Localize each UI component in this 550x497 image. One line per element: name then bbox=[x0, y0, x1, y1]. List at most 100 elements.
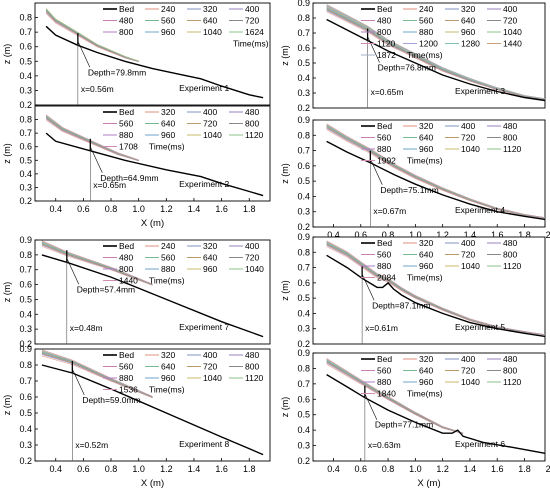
y-tick-label: 0.4 bbox=[297, 73, 310, 83]
x-tick-label: 0.4 bbox=[49, 464, 62, 474]
series-line-640ms bbox=[45, 10, 139, 62]
depth-pointer bbox=[66, 258, 80, 285]
legend-label-time: 880 bbox=[377, 261, 391, 271]
x-tick-label: 0.4 bbox=[327, 230, 340, 240]
y-tick-label: 0.3 bbox=[297, 88, 310, 98]
x-axis-label: X (m) bbox=[141, 478, 164, 489]
bed-line bbox=[45, 25, 264, 99]
legend-label-time: 720 bbox=[503, 16, 517, 26]
legend-label-time: 640 bbox=[161, 362, 175, 372]
chart-panel-2: 0.2 0.3 0.4 0.5 0.6 0.7 0.8 0.4 0.6 0.8 1.0 1.2 1.4 1… bbox=[2, 105, 271, 229]
series-line-1872ms bbox=[326, 4, 546, 100]
y-tick-label: 0.6 bbox=[297, 161, 310, 171]
series-line-320ms bbox=[41, 355, 153, 399]
series-line-320ms bbox=[326, 364, 464, 434]
legend-label-bed: Bed bbox=[119, 107, 134, 117]
y-tick-label: 0.6 bbox=[19, 392, 32, 402]
legend-label-time: 1872 bbox=[377, 50, 396, 60]
y-axis-label: z (m) bbox=[280, 163, 290, 184]
y-tick-label: 0.9 bbox=[19, 344, 32, 354]
legend-label-time: 880 bbox=[119, 130, 133, 140]
series-line-1624ms bbox=[45, 8, 139, 62]
legend-label-time: 560 bbox=[119, 119, 133, 129]
legend-label-time: 800 bbox=[503, 250, 517, 260]
legend-label-time: 880 bbox=[119, 373, 133, 383]
series-line-1840ms bbox=[326, 358, 464, 434]
location-label: x=0.52m bbox=[75, 440, 108, 450]
depth-label: Depth=75.1mm bbox=[380, 185, 438, 195]
chart-panel-5: 0.2 0.3 0.4 0.5 0.6 0.7 0.8 0.9 z (m) Depth=57.4m… bbox=[2, 235, 271, 349]
depth-pointer bbox=[367, 36, 380, 63]
depth-pointer bbox=[72, 368, 85, 396]
legend-label-time: 1040 bbox=[461, 377, 480, 387]
location-label: x=0.63m bbox=[368, 440, 401, 450]
x-tick-label: 0.6 bbox=[77, 204, 90, 214]
y-tick-label: 0.9 bbox=[297, 0, 310, 8]
location-label: x=0.67m bbox=[373, 206, 406, 216]
legend-label-time: 1040 bbox=[503, 27, 522, 37]
legend-label-time: 320 bbox=[203, 4, 217, 14]
x-tick-label: 1.0 bbox=[132, 204, 145, 214]
y-tick-label: 0.4 bbox=[297, 191, 310, 201]
y-tick-label: 0.5 bbox=[19, 56, 32, 66]
y-tick-label: 0.4 bbox=[19, 169, 32, 179]
legend-label-time: 960 bbox=[461, 27, 475, 37]
x-tick-label: 1.8 bbox=[243, 464, 256, 474]
x-tick-label: 0.4 bbox=[327, 464, 340, 474]
y-tick-label: 0.7 bbox=[297, 379, 310, 389]
legend-label-time: 560 bbox=[119, 362, 133, 372]
x-tick-label: 0.8 bbox=[382, 464, 395, 474]
y-tick-label: 0.8 bbox=[297, 130, 310, 140]
depth-label: Depth=79.8mm bbox=[88, 67, 146, 77]
legend-label-time: 400 bbox=[461, 238, 475, 248]
y-tick-label: 0.8 bbox=[297, 13, 310, 23]
legend-label-time: 400 bbox=[503, 4, 517, 14]
legend-label-time: 560 bbox=[419, 16, 433, 26]
y-tick-label: 0.7 bbox=[19, 128, 32, 138]
series-line-1040ms bbox=[326, 7, 546, 100]
x-tick-label: 1.2 bbox=[160, 204, 173, 214]
depth-label: Depth=76.8mm bbox=[378, 63, 436, 73]
x-tick-label: 0.8 bbox=[382, 230, 395, 240]
legend-label-time: 1992 bbox=[377, 156, 396, 166]
x-tick-label: 2.0 bbox=[546, 464, 550, 474]
legend-label-time: 1120 bbox=[245, 373, 264, 383]
depth-pointer bbox=[364, 393, 378, 420]
y-tick-label: 0.9 bbox=[297, 115, 310, 125]
legend: Bed 320 400 480 560 640 720 800 880 960 1040 1120 18… bbox=[361, 354, 522, 399]
legend-label-time: 720 bbox=[461, 366, 475, 376]
legend-label-time: 480 bbox=[503, 121, 517, 131]
legend: Bed 320 400 480 560 640 720 800 880 960 1040 1120 20… bbox=[361, 238, 522, 283]
legend-label-time: 480 bbox=[503, 354, 517, 364]
x-tick-label: 0.6 bbox=[355, 464, 368, 474]
depth-pointer bbox=[90, 146, 103, 173]
legend-label-time: 320 bbox=[161, 350, 175, 360]
depth-label: Depth=77.1mm bbox=[375, 420, 433, 430]
legend-label-time: 480 bbox=[503, 238, 517, 248]
legend-label-time: 800 bbox=[119, 27, 133, 37]
x-tick-label: 1.2 bbox=[436, 230, 449, 240]
legend-label-time: 560 bbox=[377, 250, 391, 260]
plot-frame bbox=[312, 119, 546, 228]
legend-label-time: 400 bbox=[461, 354, 475, 364]
bed-line bbox=[45, 132, 264, 197]
experiment-label: Experiment 3 bbox=[455, 86, 505, 96]
x-tick-label: 1.8 bbox=[243, 204, 256, 214]
legend-label-time: 720 bbox=[203, 362, 217, 372]
legend-label-time: 1840 bbox=[377, 389, 396, 399]
location-label: x=0.65m bbox=[93, 180, 126, 190]
legend-label-time: 560 bbox=[377, 133, 391, 143]
y-tick-label: 0.6 bbox=[297, 43, 310, 53]
chart-panel-6: 0.2 0.3 0.4 0.5 0.6 0.7 0.8 0.9 0.4 0.6 0.8 1.0 1.2 1… bbox=[2, 344, 271, 489]
chart-panel-8: 0.2 0.3 0.4 0.5 0.6 0.7 0.8 0.9 0.4 0.6 0.8 1.0 1.2 1… bbox=[280, 348, 550, 489]
y-axis-label: z (m) bbox=[2, 143, 12, 164]
bed-line bbox=[41, 364, 264, 456]
y-tick-label: 0.7 bbox=[19, 265, 32, 275]
legend-label-bed: Bed bbox=[377, 121, 392, 131]
y-axis-label: z (m) bbox=[280, 280, 290, 301]
x-tick-label: 1.2 bbox=[436, 464, 449, 474]
legend-label-time: 960 bbox=[203, 264, 217, 274]
legend-label-bed: Bed bbox=[377, 4, 392, 14]
y-tick-label: 0.6 bbox=[19, 42, 32, 52]
legend-label-time: 480 bbox=[245, 107, 259, 117]
